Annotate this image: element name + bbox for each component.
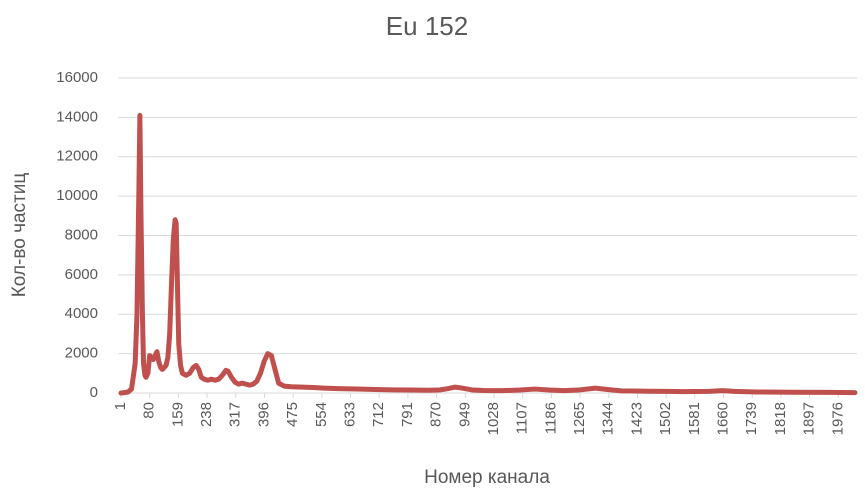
x-tick-label: 1581 — [686, 402, 703, 435]
x-tick-label: 712 — [370, 402, 387, 427]
x-tick-label: 1028 — [485, 402, 502, 435]
x-tick-label: 554 — [313, 402, 330, 427]
y-tick-label: 14000 — [56, 108, 98, 125]
x-tick-label: 1107 — [514, 402, 531, 434]
y-tick-label: 2000 — [65, 345, 98, 362]
y-tick-label: 6000 — [65, 266, 98, 283]
y-tick-label: 10000 — [56, 187, 98, 204]
y-tick-label: 8000 — [65, 226, 98, 243]
x-tick-label: 1423 — [628, 402, 645, 435]
x-tick-label: 80 — [141, 402, 158, 419]
x-tick-label: 633 — [342, 402, 359, 427]
x-tick-label: 1265 — [571, 402, 588, 435]
y-axis-title: Кол-во частиц — [9, 173, 30, 298]
x-tick-label: 949 — [456, 402, 473, 427]
x-tick-label: 317 — [227, 402, 244, 427]
chart-title: Eu 152 — [386, 11, 468, 41]
y-tick-label: 12000 — [56, 148, 98, 165]
x-tick-label: 1 — [112, 402, 129, 410]
x-tick-label: 1502 — [657, 402, 674, 435]
x-tick-label: 238 — [198, 402, 215, 427]
x-tick-label: 396 — [255, 402, 272, 427]
x-tick-label: 870 — [428, 402, 445, 427]
x-tick-label: 791 — [399, 402, 416, 427]
y-tick-label: 4000 — [65, 305, 98, 322]
x-tick-label: 1976 — [829, 402, 846, 435]
x-tick-label: 1897 — [801, 402, 818, 435]
x-tick-label: 475 — [284, 402, 301, 427]
y-tick-label: 16000 — [56, 69, 98, 86]
data-line — [118, 112, 858, 396]
x-tick-label: 1818 — [772, 402, 789, 435]
x-axis-title: Номер канала — [424, 467, 550, 488]
x-tick-label: 1660 — [714, 402, 731, 435]
x-tick-label: 1739 — [743, 402, 760, 435]
y-tick-label: 0 — [90, 384, 98, 401]
x-tick-label: 159 — [169, 402, 186, 427]
x-tick-label: 1186 — [542, 402, 559, 434]
x-tick-label: 1344 — [600, 402, 617, 435]
